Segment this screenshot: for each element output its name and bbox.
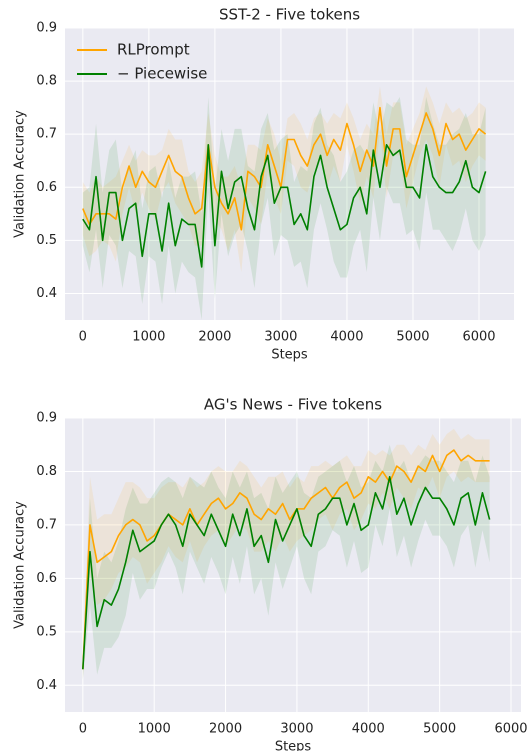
x-tick-label: 0 <box>79 722 87 737</box>
x-tick-label: 0 <box>79 330 87 345</box>
y-tick-label: 0.5 <box>36 624 57 639</box>
x-axis-label: Steps <box>271 348 308 363</box>
x-tick-label: 1000 <box>138 722 171 737</box>
y-tick-label: 0.9 <box>36 411 57 426</box>
y-axis-label: Validation Accuracy <box>13 501 28 629</box>
x-tick-label: 4000 <box>352 722 385 737</box>
std-band <box>82 86 486 273</box>
x-tick-label: 5000 <box>396 330 429 345</box>
chart-title: AG's News - Five tokens <box>204 396 382 414</box>
subplot: 0.4 0.5 0.6 0.7 0.8 0.9 0 1000 2000 3000 4000 5000 6… <box>13 6 514 363</box>
y-tick-label: 0.8 <box>36 464 57 479</box>
x-tick-label: 2000 <box>198 330 231 345</box>
y-tick-label: 0.4 <box>36 678 57 693</box>
plot-area <box>65 418 521 712</box>
y-tick-label: 0.8 <box>36 74 57 89</box>
x-tick-label: 4000 <box>330 330 363 345</box>
y-tick-label: 0.6 <box>36 571 57 586</box>
y-tick-label: 0.7 <box>36 517 57 532</box>
series-line <box>82 449 490 670</box>
x-tick-label: 3000 <box>264 330 297 345</box>
std-band <box>82 428 490 680</box>
y-tick-label: 0.5 <box>36 233 57 248</box>
x-tick-label: 5000 <box>423 722 456 737</box>
x-tick-label: 6000 <box>462 330 495 345</box>
series-group <box>82 428 491 680</box>
x-tick-label: 1000 <box>132 330 165 345</box>
y-tick-label: 0.6 <box>36 180 57 195</box>
subplot: 0.4 0.5 0.6 0.7 0.8 0.9 0 1000 2000 3000 4000 5000 6… <box>13 396 528 751</box>
x-tick-label: 3000 <box>280 722 313 737</box>
y-tick-label: 0.9 <box>36 21 57 36</box>
y-tick-label: 0.7 <box>36 127 57 142</box>
x-tick-label: 6000 <box>494 722 527 737</box>
series-line <box>82 106 487 231</box>
series-line <box>82 476 491 670</box>
legend-label: RLPrompt <box>117 41 190 59</box>
series-line <box>82 144 487 268</box>
x-axis-label: Steps <box>275 740 312 751</box>
y-axis-label: Validation Accuracy <box>13 110 28 238</box>
legend-label: − Piecewise <box>117 65 207 83</box>
std-band <box>82 444 490 680</box>
chart-title: SST-2 - Five tokens <box>219 6 360 24</box>
series-group <box>82 86 487 320</box>
x-tick-label: 2000 <box>209 722 242 737</box>
plot-area <box>65 28 514 320</box>
y-tick-label: 0.4 <box>36 286 57 301</box>
